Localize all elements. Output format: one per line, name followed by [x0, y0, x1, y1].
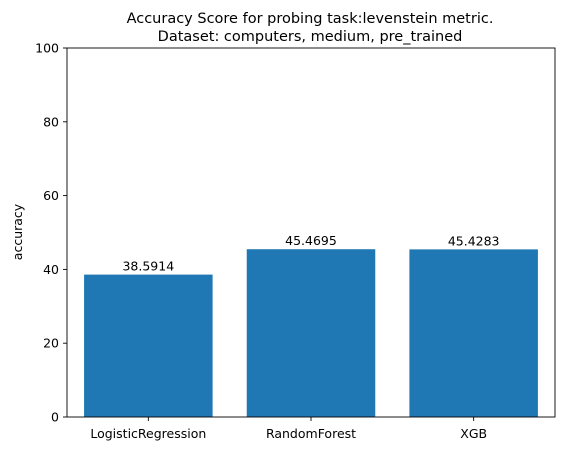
- chart-title-line-1: Accuracy Score for probing task:levenste…: [127, 11, 494, 27]
- plot-area: 38.5914 LogisticRegression 45.4695 RandomFo…: [35, 41, 556, 441]
- y-tick-label: 100: [35, 41, 59, 56]
- plot-frame: [66, 47, 556, 418]
- x-tick-label: RandomForest: [266, 426, 356, 441]
- y-tick-label: 20: [43, 336, 59, 351]
- bar-value-label: 45.4283: [448, 233, 500, 248]
- bar: [409, 249, 538, 417]
- bar-value-label: 45.4695: [285, 233, 337, 248]
- y-axis-label: accuracy: [10, 203, 25, 260]
- x-tick-label: XGB: [460, 426, 487, 441]
- chart-title-line-2: Dataset: computers, medium, pre_trained: [158, 29, 463, 45]
- bar-value-label: 38.5914: [122, 259, 174, 274]
- bar: [84, 274, 213, 417]
- y-tick-label: 80: [43, 114, 59, 129]
- x-tick-label: LogisticRegression: [90, 426, 206, 441]
- bar: [246, 249, 376, 417]
- y-tick-label: 60: [43, 188, 59, 203]
- y-tick-label: 0: [51, 410, 59, 425]
- y-tick-label: 40: [43, 262, 59, 277]
